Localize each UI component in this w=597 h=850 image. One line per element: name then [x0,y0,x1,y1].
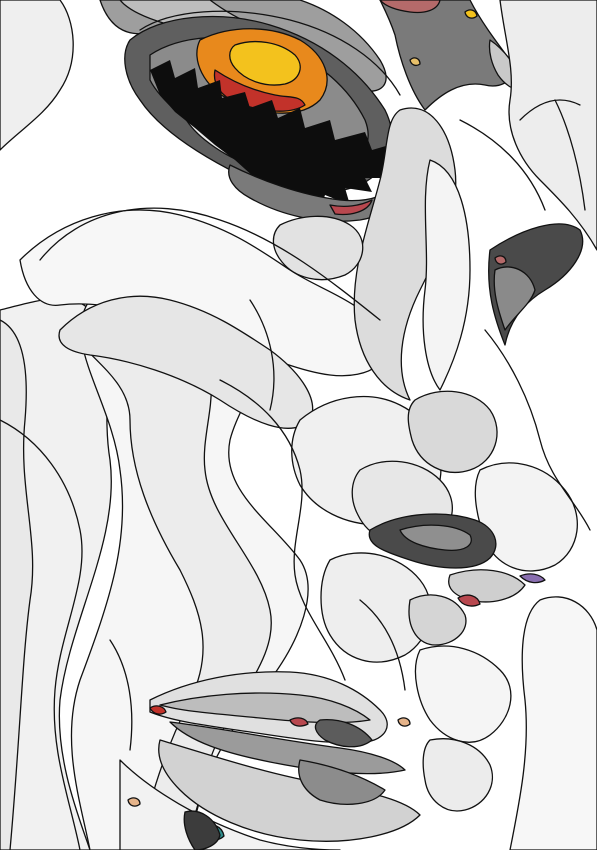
hair-accent-rose [379,0,441,14]
lip-corner-dark [314,719,373,748]
right-edge-contour [499,0,597,251]
contour-line-1 [39,207,381,321]
cheek-zone-left-strip [0,319,34,850]
contour-line-7 [359,599,406,691]
accent-cheek-rose [494,255,507,265]
contour-line-10 [519,99,581,121]
nose-underside [448,569,526,603]
lid-crease [139,10,401,96]
lip-accent-rose-2 [289,717,309,727]
nostril-inner [399,524,472,551]
accent-yellow-hair [464,9,478,19]
accent-lip-peach [127,797,141,807]
lower-lip-shadow [298,759,386,805]
contour-line-6 [484,329,591,531]
contour-line-9 [249,299,275,411]
under-eye-patch [272,215,364,281]
upper-lip-shadow [159,692,371,724]
lower-lip [158,739,421,842]
mouth-gap [169,721,406,775]
jaw-right [414,645,512,743]
right-edge-lower [509,596,597,850]
accent-jaw-peach [397,717,411,727]
contour-line-8 [109,639,133,751]
nose-highlight [407,390,498,473]
hair-strand-top [379,0,514,111]
philtrum-shadow [408,594,467,646]
jaw-right-lower [422,738,494,812]
contour-line-5 [554,99,586,211]
right-cheek-shadow-mid [493,266,536,331]
iris-yellow [229,40,301,86]
brow-swoop-left [0,0,74,151]
chin-dark [183,810,221,850]
contour-line-2 [0,419,83,850]
accent-brow-yellow [409,57,421,67]
lip-accent-red [149,705,167,715]
lip-accent-rose [457,594,481,607]
nostril-accent-purple [519,573,546,584]
bridge-light [422,159,471,391]
contour-line-3 [219,379,346,681]
eyelashes [150,60,410,210]
contour-line-4 [459,119,546,211]
lower-lid-accent [329,199,373,216]
philtrum-band [320,552,432,663]
